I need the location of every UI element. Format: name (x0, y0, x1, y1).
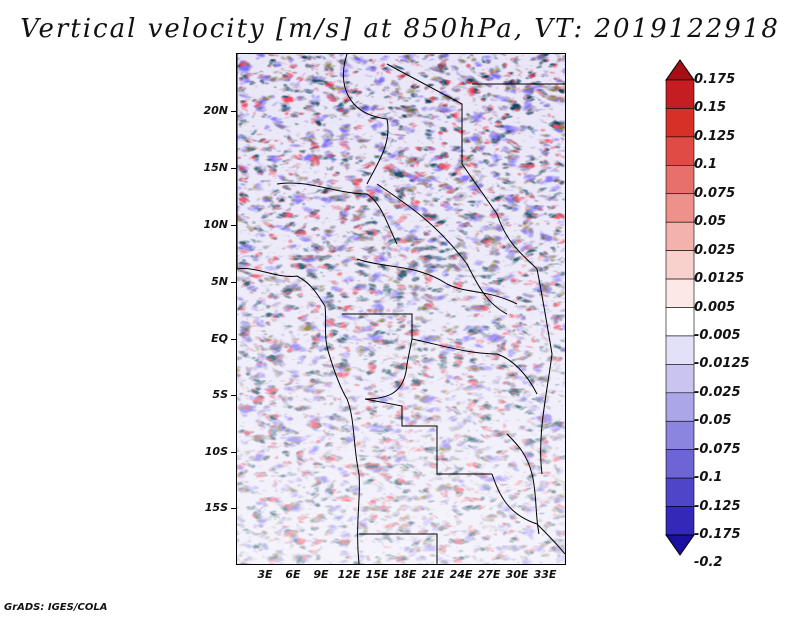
lat-tick (231, 395, 236, 396)
colorbar-segment (665, 193, 695, 223)
lon-label-9e: 9E (313, 568, 329, 581)
colorbar-segment (665, 136, 695, 166)
colorbar-segment (665, 278, 695, 308)
lat-tick (231, 508, 236, 509)
map-title: Vertical velocity [m/s] at 850hPa, VT: 2… (20, 14, 780, 44)
colorbar-segment (665, 165, 695, 195)
velocity-field (237, 54, 565, 564)
lat-tick (231, 168, 236, 169)
colorbar-segment (665, 79, 695, 109)
colorbar-segment (665, 392, 695, 422)
colorbar-label: -0.05 (694, 413, 732, 429)
lon-label-27e: 27E (477, 568, 501, 581)
colorbar-label: 0.0125 (694, 271, 745, 287)
colorbar-label: -0.075 (694, 441, 741, 457)
grads-credit: GrADS: IGES/COLA (4, 602, 108, 613)
lat-tick (231, 282, 236, 283)
colorbar-label: 0.15 (694, 100, 727, 116)
lat-label-eq: EQ (211, 332, 228, 345)
lat-label-15n: 15N (203, 161, 228, 174)
colorbar-segment (665, 108, 695, 138)
colorbar-label: -0.0125 (694, 356, 750, 372)
colorbar-label: 0.005 (694, 299, 736, 315)
lat-label-5n: 5N (211, 275, 228, 288)
colorbar-segment (665, 420, 695, 450)
lat-tick (231, 111, 236, 112)
lon-label-21e: 21E (421, 568, 445, 581)
colorbar-segment (665, 477, 695, 507)
colorbar-label: -0.005 (694, 327, 741, 343)
lon-label-6e: 6E (285, 568, 301, 581)
colorbar-segment (665, 534, 695, 556)
colorbar-label: 0.025 (694, 242, 736, 258)
lat-tick (231, 339, 236, 340)
colorbar-label: 0.1 (694, 157, 718, 173)
colorbar-segment (665, 221, 695, 251)
colorbar-segment (665, 250, 695, 280)
colorbar-label: 0.05 (694, 214, 727, 230)
colorbar-segment (665, 364, 695, 394)
colorbar-label: -0.2 (694, 555, 723, 571)
colorbar-segment (665, 449, 695, 479)
colorbar-segment (665, 335, 695, 365)
lat-label-10n: 10N (203, 218, 228, 231)
colorbar-label: 0.175 (694, 72, 736, 87)
lat-label-15s: 15S (204, 501, 228, 514)
lat-label-5s: 5S (212, 388, 228, 401)
lat-tick (231, 225, 236, 226)
lon-label-3e: 3E (257, 568, 273, 581)
lat-label-20n: 20N (203, 104, 228, 117)
colorbar-segment (665, 307, 695, 337)
lon-label-30e: 30E (505, 568, 529, 581)
lon-label-33e: 33E (533, 568, 557, 581)
lat-label-10s: 10S (204, 445, 228, 458)
map-plot-area (236, 53, 566, 565)
colorbar-label: 0.075 (694, 185, 736, 201)
lon-label-15e: 15E (365, 568, 389, 581)
colorbar (665, 59, 695, 556)
colorbar-label: -0.175 (694, 527, 741, 542)
colorbar-segment (665, 59, 695, 81)
lon-label-24e: 24E (449, 568, 473, 581)
colorbar-label: -0.025 (694, 384, 741, 400)
lat-tick (231, 452, 236, 453)
lon-label-18e: 18E (393, 568, 417, 581)
lon-label-12e: 12E (337, 568, 361, 581)
colorbar-label: 0.125 (694, 128, 736, 144)
colorbar-label: -0.125 (694, 498, 741, 514)
colorbar-segment (665, 506, 695, 536)
colorbar-label: -0.1 (694, 470, 723, 486)
